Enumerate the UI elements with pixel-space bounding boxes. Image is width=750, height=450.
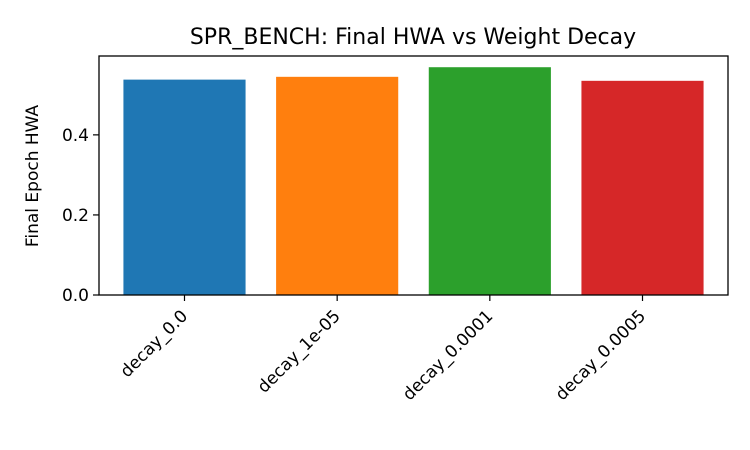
bar-decay_0.0005 xyxy=(581,80,704,295)
x-tick-label: decay_1e-05 xyxy=(254,306,345,397)
y-tick-label: 0.0 xyxy=(62,286,89,306)
bar-decay_1e-05 xyxy=(276,76,399,296)
plot-frame xyxy=(98,55,729,296)
bar-decay_0.0 xyxy=(123,79,246,295)
x-tick-label: decay_0.0 xyxy=(117,306,192,381)
x-tick-label: decay_0.0001 xyxy=(399,306,497,404)
y-tick-label: 0.2 xyxy=(62,206,89,226)
x-tick-label: decay_0.0005 xyxy=(552,306,650,404)
y-tick-label: 0.4 xyxy=(62,126,89,146)
axes-layer xyxy=(98,55,729,296)
bars-layer xyxy=(123,67,704,296)
bar-decay_0.0001 xyxy=(428,67,551,295)
chart-title: SPR_BENCH: Final HWA vs Weight Decay xyxy=(190,25,636,50)
y-axis-label: Final Epoch HWA xyxy=(23,104,43,247)
